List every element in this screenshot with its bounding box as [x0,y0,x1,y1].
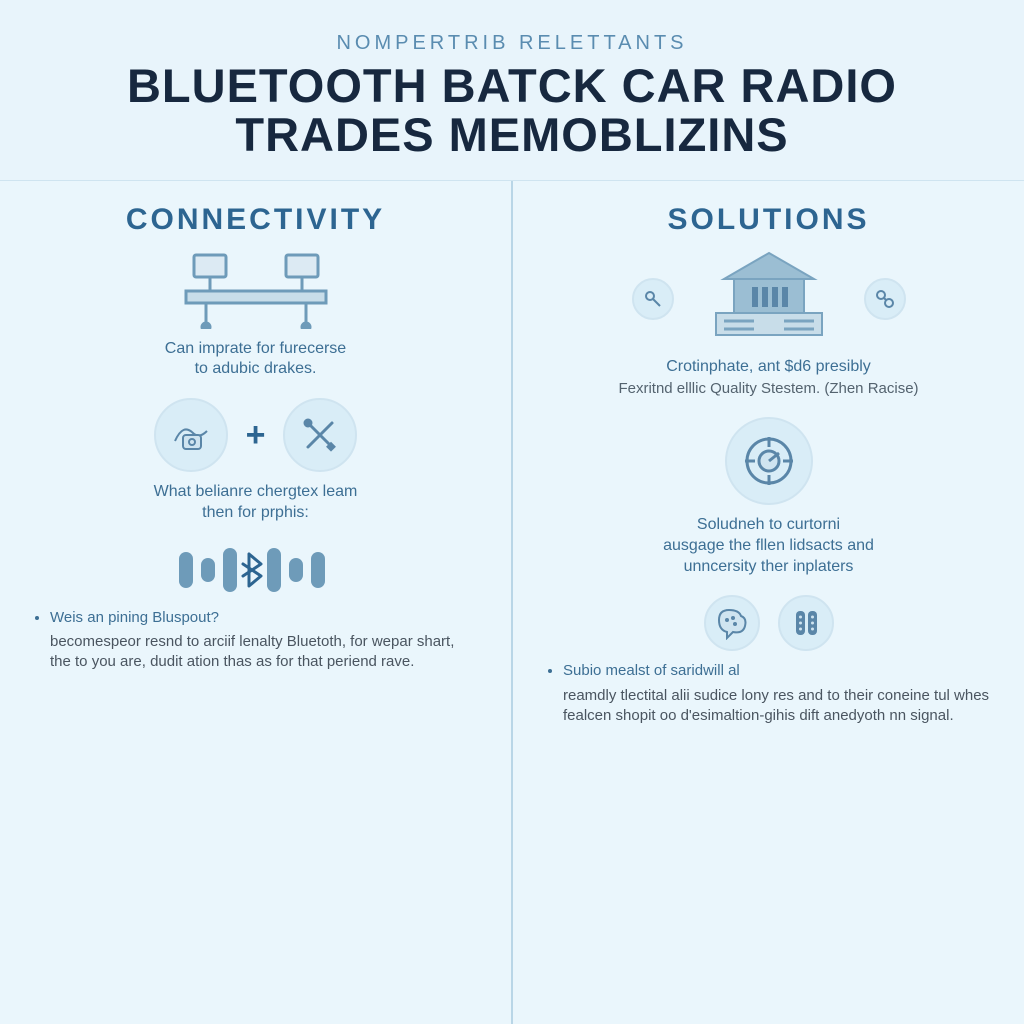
iconrow-brain-remotes [547,595,990,651]
right-b3-bullets: Subio mealst of saridwill al [547,661,990,681]
left-b3-lead: Weis an pining Bluspout? [50,608,477,628]
column-solutions: SOLUTIONS [511,181,1024,1024]
desk-monitors-icon [176,251,336,329]
infographic-root: NOMPERTRIB RELETTANTS BLUETOOTH BATCK CA… [0,0,1024,1024]
right-b1-caption: Crotinphate, ant $d6 presibly [547,357,990,378]
tools-cross-icon [283,398,357,472]
main-title: BLUETOOTH BATCK CAR RADIO TRADES MEMOBLI… [40,61,984,160]
left-b3-bullets: Weis an pining Bluspout? [34,608,477,628]
left-b1-caption: Can imprate for furecerse to adubic drak… [34,339,477,381]
eyebrow-text: NOMPERTRIB RELETTANTS [40,32,984,55]
left-block-2: + What belianre chergtex l [34,398,477,524]
title-line-1: BLUETOOTH BATCK CAR RADIO [127,59,897,112]
wave-device-icon [154,398,228,472]
right-b3-lead: Subio mealst of saridwill al [563,661,990,681]
header: NOMPERTRIB RELETTANTS BLUETOOTH BATCK CA… [0,0,1024,180]
right-b2-l3: unncersity ther inplaters [684,558,854,575]
col-title-left: CONNECTIVITY [34,203,477,237]
right-b1-sub: Fexritnd elllic Quality Stestem. (Zhen R… [547,379,990,399]
iconrow-pair: + [34,398,477,472]
right-b2-l1: Soludneh to curtorni [697,516,840,533]
left-b2-caption: What belianre chergtex leam then for prp… [34,482,477,524]
iconrow-building [547,251,990,347]
right-block-1: Crotinphate, ant $d6 presibly Fexritnd e… [547,251,990,399]
brain-chat-icon [704,595,760,651]
left-b3-body: becomespeor resnd to arciif lenalty Blue… [34,632,477,673]
column-connectivity: CONNECTIVITY [0,181,511,1024]
mic-small-icon [632,278,674,320]
left-block-3: Weis an pining Bluspout? becomespeor res… [34,542,477,673]
iconrow-desk [34,251,477,329]
iconrow-scope [547,417,990,505]
right-b2-l2: ausgage the fllen lidsacts and [663,537,874,554]
right-b2-caption: Soludneh to curtorni ausgage the fllen l… [547,515,990,577]
iconrow-audiobars [34,542,477,598]
left-b1-l1: Can imprate for furecerse [165,340,346,357]
col-title-right: SOLUTIONS [547,203,990,237]
title-line-2: TRADES MEMOBLIZINS [235,108,788,161]
left-b2-l1: What belianre chergtex leam [154,483,358,500]
right-block-3: Subio mealst of saridwill al reamdly tle… [547,595,990,726]
right-block-2: Soludneh to curtorni ausgage the fllen l… [547,417,990,577]
columns-container: CONNECTIVITY [0,180,1024,1024]
plus-icon: + [246,416,266,455]
left-b1-l2: to adubic drakes. [195,360,317,377]
chain-small-icon [864,278,906,320]
scope-dial-icon [725,417,813,505]
right-b3-body: reamdly tlectital alii sudice lony res a… [547,686,990,727]
audio-bars-bt-icon [171,542,341,598]
left-block-1: Can imprate for furecerse to adubic drak… [34,251,477,381]
left-b2-l2: then for prphis: [202,504,309,521]
remotes-icon [778,595,834,651]
building-icon [704,251,834,347]
